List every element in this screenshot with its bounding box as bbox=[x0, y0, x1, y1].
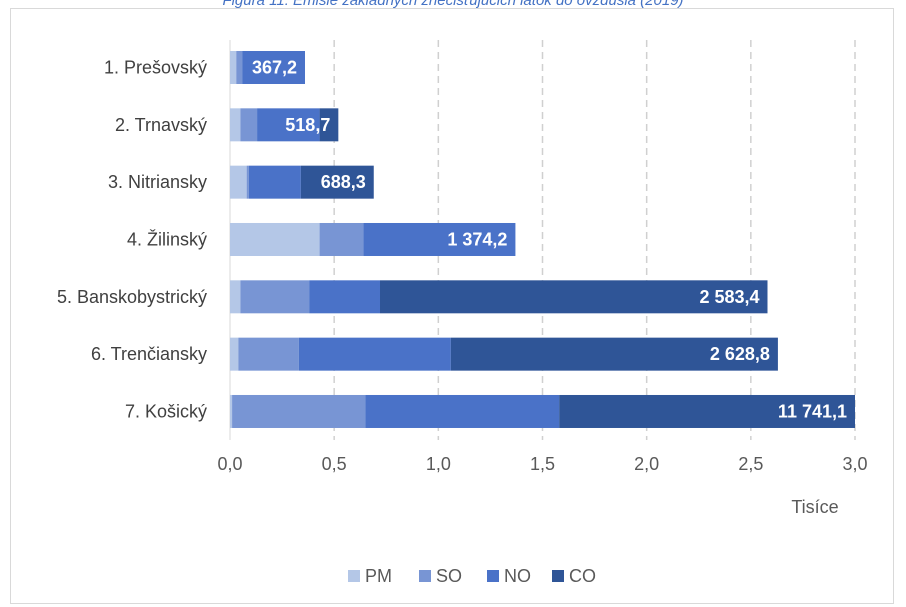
bar-segment-pm bbox=[230, 165, 247, 199]
bar-segment-no bbox=[248, 165, 301, 199]
bar-segment-so bbox=[236, 51, 243, 84]
category-label: 4. Žilinský bbox=[127, 229, 207, 249]
x-tick-label: 3,0 bbox=[842, 454, 867, 474]
bar-segment-pm bbox=[230, 51, 237, 84]
bar-segment-no bbox=[365, 394, 560, 428]
data-label: 2 583,4 bbox=[699, 287, 759, 307]
legend-label-no: NO bbox=[504, 566, 531, 586]
bar-segment-co bbox=[559, 394, 855, 428]
x-tick-label: 0,0 bbox=[217, 454, 242, 474]
bar-segment-so bbox=[319, 222, 364, 256]
legend-label-pm: PM bbox=[365, 566, 392, 586]
legend-label-so: SO bbox=[436, 566, 462, 586]
legend-swatch-no bbox=[487, 570, 499, 582]
x-tick-label: 2,0 bbox=[634, 454, 659, 474]
legend-swatch-so bbox=[419, 570, 431, 582]
category-label: 2. Trnavský bbox=[115, 115, 207, 135]
legend-swatch-co bbox=[552, 570, 564, 582]
bar-segment-no bbox=[257, 108, 320, 142]
figure-caption: Figura 11: Emisie základných znečisťujúc… bbox=[222, 0, 684, 9]
bar-segment-pm bbox=[230, 394, 233, 428]
category-label: 5. Banskobystrický bbox=[57, 287, 207, 307]
data-label: 688,3 bbox=[321, 172, 366, 192]
data-label: 1 374,2 bbox=[447, 229, 507, 249]
category-label: 7. Košický bbox=[125, 401, 207, 421]
bar-segment-so bbox=[240, 280, 310, 314]
bar-segment-pm bbox=[230, 280, 241, 314]
bar-segment-pm bbox=[230, 222, 320, 256]
category-label: 1. Prešovský bbox=[104, 58, 207, 78]
data-label: 367,2 bbox=[252, 58, 297, 78]
x-tick-label: 0,5 bbox=[322, 454, 347, 474]
bar-segment-no bbox=[363, 222, 516, 256]
bar-segment-so bbox=[238, 337, 299, 371]
bar-segment-so bbox=[246, 165, 249, 199]
bar-segment-pm bbox=[230, 337, 239, 371]
category-label: 3. Nitriansky bbox=[108, 172, 207, 192]
bar-segment-co bbox=[380, 280, 768, 314]
bar-segment-no bbox=[298, 337, 451, 371]
category-label: 6. Trenčiansky bbox=[91, 344, 207, 364]
bar-segment-pm bbox=[230, 108, 241, 142]
bar-segment-co bbox=[300, 165, 374, 199]
legend-swatch-pm bbox=[348, 570, 360, 582]
bar-segment-no bbox=[309, 280, 380, 314]
x-tick-label: 2,5 bbox=[738, 454, 763, 474]
data-label: 2 628,8 bbox=[710, 344, 770, 364]
x-tick-label: 1,0 bbox=[426, 454, 451, 474]
bar-segment-no bbox=[242, 51, 305, 84]
data-label: 11 741,1 bbox=[778, 401, 847, 421]
bar-segment-co bbox=[319, 108, 339, 142]
bar-segment-so bbox=[240, 108, 258, 142]
x-axis-unit-label: Tisíce bbox=[791, 497, 838, 517]
legend-label-co: CO bbox=[569, 566, 596, 586]
bar-segment-so bbox=[232, 394, 366, 428]
bar-segment-co bbox=[450, 337, 778, 371]
data-label: 518,7 bbox=[285, 115, 330, 135]
x-tick-label: 1,5 bbox=[530, 454, 555, 474]
